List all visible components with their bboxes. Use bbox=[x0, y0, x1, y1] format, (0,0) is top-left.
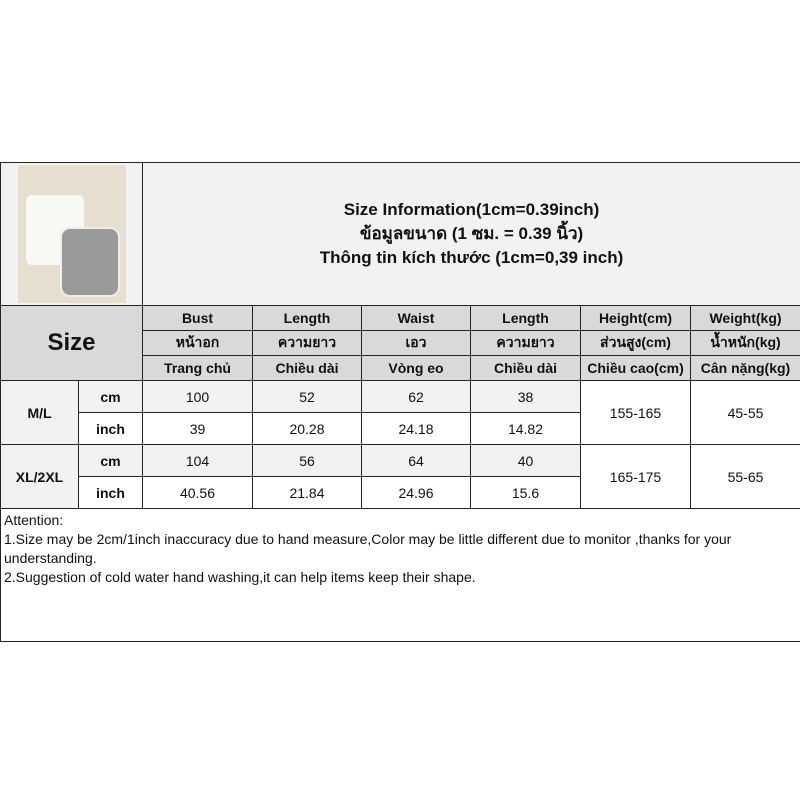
cell: 14.82 bbox=[470, 412, 581, 445]
table-row: XL/2XL cm 104 56 64 40 165-175 55-65 bbox=[0, 444, 800, 509]
header-waist-vi: Vòng eo bbox=[361, 355, 471, 381]
header-weight-thai: น้ำหนัก(kg) bbox=[689, 330, 800, 356]
header-bust: Bust bbox=[142, 305, 253, 331]
header-height-vi: Chiều cao(cm) bbox=[580, 355, 691, 381]
header-bust-thai: หน้าอก bbox=[142, 330, 253, 356]
cell: 39 bbox=[142, 412, 253, 445]
cell: 100 bbox=[142, 380, 253, 413]
header-weight-vi: Cân nặng(kg) bbox=[689, 355, 800, 381]
size-header: Size bbox=[0, 305, 143, 381]
header-length-thai: ความยาว bbox=[252, 330, 362, 356]
unit-label: cm bbox=[78, 380, 143, 413]
cell: 56 bbox=[252, 444, 362, 477]
cell: 40 bbox=[470, 444, 581, 477]
header-height: Height(cm) bbox=[580, 305, 691, 331]
unit-label: cm bbox=[78, 444, 143, 477]
table-row: inch 40.56 21.84 24.96 15.6 bbox=[1, 476, 800, 509]
unit-label: inch bbox=[78, 412, 143, 445]
height-range: 155-165 bbox=[580, 380, 691, 445]
attention-heading: Attention: bbox=[4, 512, 64, 528]
cell: 21.84 bbox=[252, 476, 362, 509]
header-length-vi: Chiều dài bbox=[252, 355, 362, 381]
title-vietnamese: Thông tin kích thước (1cm=0,39 inch) bbox=[319, 248, 624, 267]
cell: 40.56 bbox=[142, 476, 253, 509]
attention-notes: Attention: 1.Size may be 2cm/1inch inacc… bbox=[0, 508, 800, 642]
header-waist: Waist bbox=[361, 305, 471, 331]
cell: 20.28 bbox=[252, 412, 362, 445]
table-row: M/L cm 100 52 62 38 155-165 45-55 bbox=[0, 380, 800, 445]
size-chart-table: Size Information(1cm=0.39inch) ข้อมูลขนา… bbox=[0, 162, 800, 642]
header-length: Length bbox=[470, 305, 581, 331]
header-length-vi: Chiều dài bbox=[470, 355, 581, 381]
cell: 24.96 bbox=[361, 476, 471, 509]
header-length-thai: ความยาว bbox=[470, 330, 581, 356]
attention-note-2: 2.Suggestion of cold water hand washing,… bbox=[4, 569, 476, 585]
size-name: XL/2XL bbox=[0, 444, 79, 509]
product-photo bbox=[17, 165, 126, 303]
cell: 104 bbox=[142, 444, 253, 477]
height-range: 165-175 bbox=[580, 444, 691, 509]
cell: 64 bbox=[361, 444, 471, 477]
title-english: Size Information(1cm=0.39inch) bbox=[343, 200, 600, 219]
weight-range: 55-65 bbox=[689, 444, 800, 509]
title-cell: Size Information(1cm=0.39inch) ข้อมูลขนา… bbox=[141, 162, 800, 306]
cell: 62 bbox=[361, 380, 471, 413]
cell: 38 bbox=[470, 380, 581, 413]
attention-note-1: 1.Size may be 2cm/1inch inaccuracy due t… bbox=[4, 531, 732, 566]
product-photo-cell bbox=[0, 162, 143, 306]
unit-label: inch bbox=[78, 476, 143, 509]
size-name: M/L bbox=[0, 380, 79, 445]
cell: 52 bbox=[252, 380, 362, 413]
weight-range: 45-55 bbox=[689, 380, 800, 445]
header-height-thai: ส่วนสูง(cm) bbox=[580, 330, 691, 356]
cell: 24.18 bbox=[361, 412, 471, 445]
title-thai: ข้อมูลขนาด (1 ซม. = 0.39 นิ้ว) bbox=[359, 224, 584, 243]
table-row: inch 39 20.28 24.18 14.82 bbox=[1, 412, 800, 445]
header-bust-vi: Trang chủ bbox=[142, 355, 253, 381]
header-length: Length bbox=[252, 305, 362, 331]
header-waist-thai: เอว bbox=[361, 330, 471, 356]
header-weight: Weight(kg) bbox=[689, 305, 800, 331]
cell: 15.6 bbox=[470, 476, 581, 509]
